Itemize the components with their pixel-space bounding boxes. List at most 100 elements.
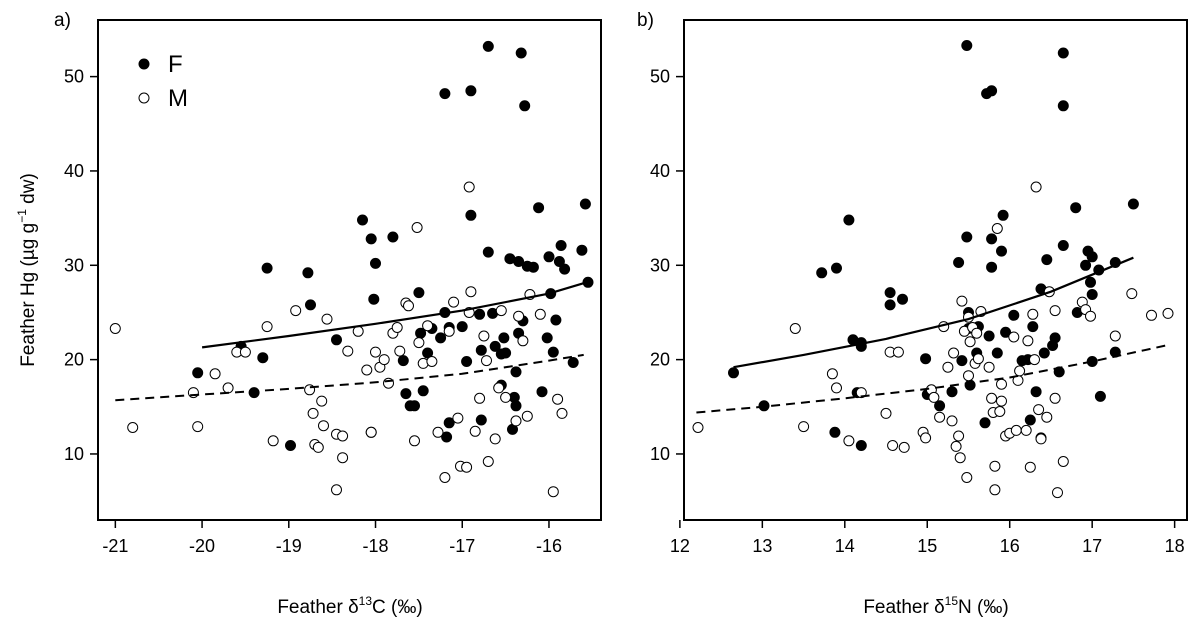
point-F-a-19	[413, 287, 425, 299]
point-M-a-44	[448, 296, 460, 308]
point-F-a-22	[422, 347, 434, 359]
point-M-b-36	[986, 392, 998, 404]
point-M-b-67	[1109, 330, 1121, 342]
point-M-b-32	[971, 327, 983, 339]
point-M-b-70	[1162, 307, 1174, 319]
point-M-b-43	[996, 378, 1007, 390]
point-M-b-24	[956, 295, 968, 307]
point-F-a-8	[331, 334, 342, 346]
point-F-b-16	[934, 400, 946, 412]
point-M-b-20	[948, 347, 960, 359]
point-M-a-40	[426, 356, 438, 367]
point-M-b-27	[963, 370, 974, 382]
point-M-a-12	[307, 407, 319, 419]
point-M-a-58	[495, 305, 507, 317]
point-F-a-29	[441, 431, 453, 443]
point-F-a-32	[465, 85, 477, 97]
x-axis-title-a-prefix: Feather δ	[277, 597, 358, 618]
point-M-b-2	[798, 421, 810, 433]
point-M-a-67	[552, 393, 564, 405]
point-F-b-31	[986, 233, 998, 245]
point-F-b-37	[1008, 309, 1020, 321]
point-M-a-16	[318, 420, 329, 432]
point-F-a-44	[500, 347, 512, 359]
point-M-a-36	[411, 222, 423, 233]
point-F-b-41	[1027, 321, 1039, 333]
point-M-b-1	[789, 323, 801, 334]
point-F-b-51	[1057, 100, 1069, 112]
point-F-a-64	[553, 256, 565, 267]
y-axis-title: Feather Hg (µg g−1 dw)	[15, 173, 39, 367]
point-F-b-36	[1000, 326, 1012, 338]
point-F-b-19	[956, 355, 968, 367]
point-F-b-4	[829, 426, 841, 438]
point-F-b-42	[1030, 386, 1042, 398]
point-M-a-59	[500, 391, 512, 403]
point-F-a-36	[475, 344, 487, 356]
point-M-b-61	[1049, 392, 1061, 404]
point-M-b-7	[880, 407, 892, 419]
point-F-a-37	[482, 40, 494, 52]
point-F-b-13	[897, 293, 908, 305]
point-F-b-0	[728, 367, 739, 379]
point-F-b-53	[1070, 202, 1082, 214]
point-M-a-61	[513, 310, 525, 322]
point-M-b-3	[826, 368, 838, 380]
point-F-a-54	[519, 100, 531, 112]
point-M-b-47	[1010, 424, 1022, 436]
y-tick-label-b-1: 20	[650, 350, 670, 370]
point-F-a-69	[579, 198, 591, 210]
point-M-b-54	[1029, 354, 1040, 366]
point-F-b-59	[1086, 289, 1098, 300]
point-F-a-34	[474, 308, 486, 320]
point-F-b-35	[997, 209, 1009, 221]
point-M-b-56	[1033, 404, 1045, 416]
point-F-b-5	[843, 214, 855, 226]
point-F-b-12	[884, 299, 896, 311]
x-tick-label-b-1: 13	[752, 536, 772, 556]
point-M-b-53	[1027, 308, 1039, 320]
point-F-a-11	[368, 293, 380, 305]
point-M-b-66	[1085, 310, 1096, 322]
point-M-a-1	[127, 422, 139, 433]
point-M-b-6	[855, 387, 867, 399]
point-F-a-60	[543, 251, 555, 263]
point-M-a-28	[378, 354, 390, 366]
point-M-b-16	[934, 411, 946, 423]
point-F-a-24	[435, 332, 447, 344]
point-F-a-21	[417, 385, 429, 397]
x-tick-label-b-3: 15	[917, 536, 937, 556]
point-M-a-19	[331, 484, 342, 496]
point-F-a-59	[541, 332, 553, 344]
point-F-b-40	[1024, 414, 1036, 426]
point-F-b-55	[1080, 259, 1092, 271]
point-F-a-66	[559, 263, 571, 275]
x-axis-title-b-prefix: Feather δ	[863, 597, 944, 618]
point-F-b-50	[1057, 47, 1069, 59]
point-F-b-3	[831, 262, 842, 274]
point-F-b-65	[1127, 198, 1139, 210]
point-M-a-20	[337, 452, 349, 464]
point-F-b-11	[884, 287, 896, 299]
y-axis-title-main: Feather Hg (µg g	[18, 223, 39, 367]
point-M-b-41	[994, 406, 1006, 417]
point-M-a-15	[316, 395, 328, 407]
point-F-a-62	[547, 346, 559, 358]
point-M-a-14	[312, 441, 324, 453]
x-ticks-a: -21 -20 -19 -18 -17 -16	[102, 520, 562, 556]
point-M-a-57	[493, 382, 505, 394]
point-M-b-69	[1146, 309, 1157, 321]
point-M-a-31	[391, 322, 403, 333]
point-F-a-43	[498, 332, 510, 344]
x-tick-label-a-4: -17	[449, 536, 475, 556]
point-F-a-7	[305, 299, 316, 311]
point-F-b-62	[1094, 390, 1106, 402]
point-M-b-58	[1041, 411, 1053, 423]
point-M-a-54	[481, 355, 492, 367]
y-axis-title-sup: −1	[15, 209, 29, 223]
y-tick-label-b-3: 40	[650, 161, 670, 181]
point-M-a-55	[482, 456, 494, 467]
point-M-b-40	[991, 223, 1003, 234]
point-M-a-35	[409, 435, 420, 447]
point-F-b-45	[1038, 347, 1050, 359]
